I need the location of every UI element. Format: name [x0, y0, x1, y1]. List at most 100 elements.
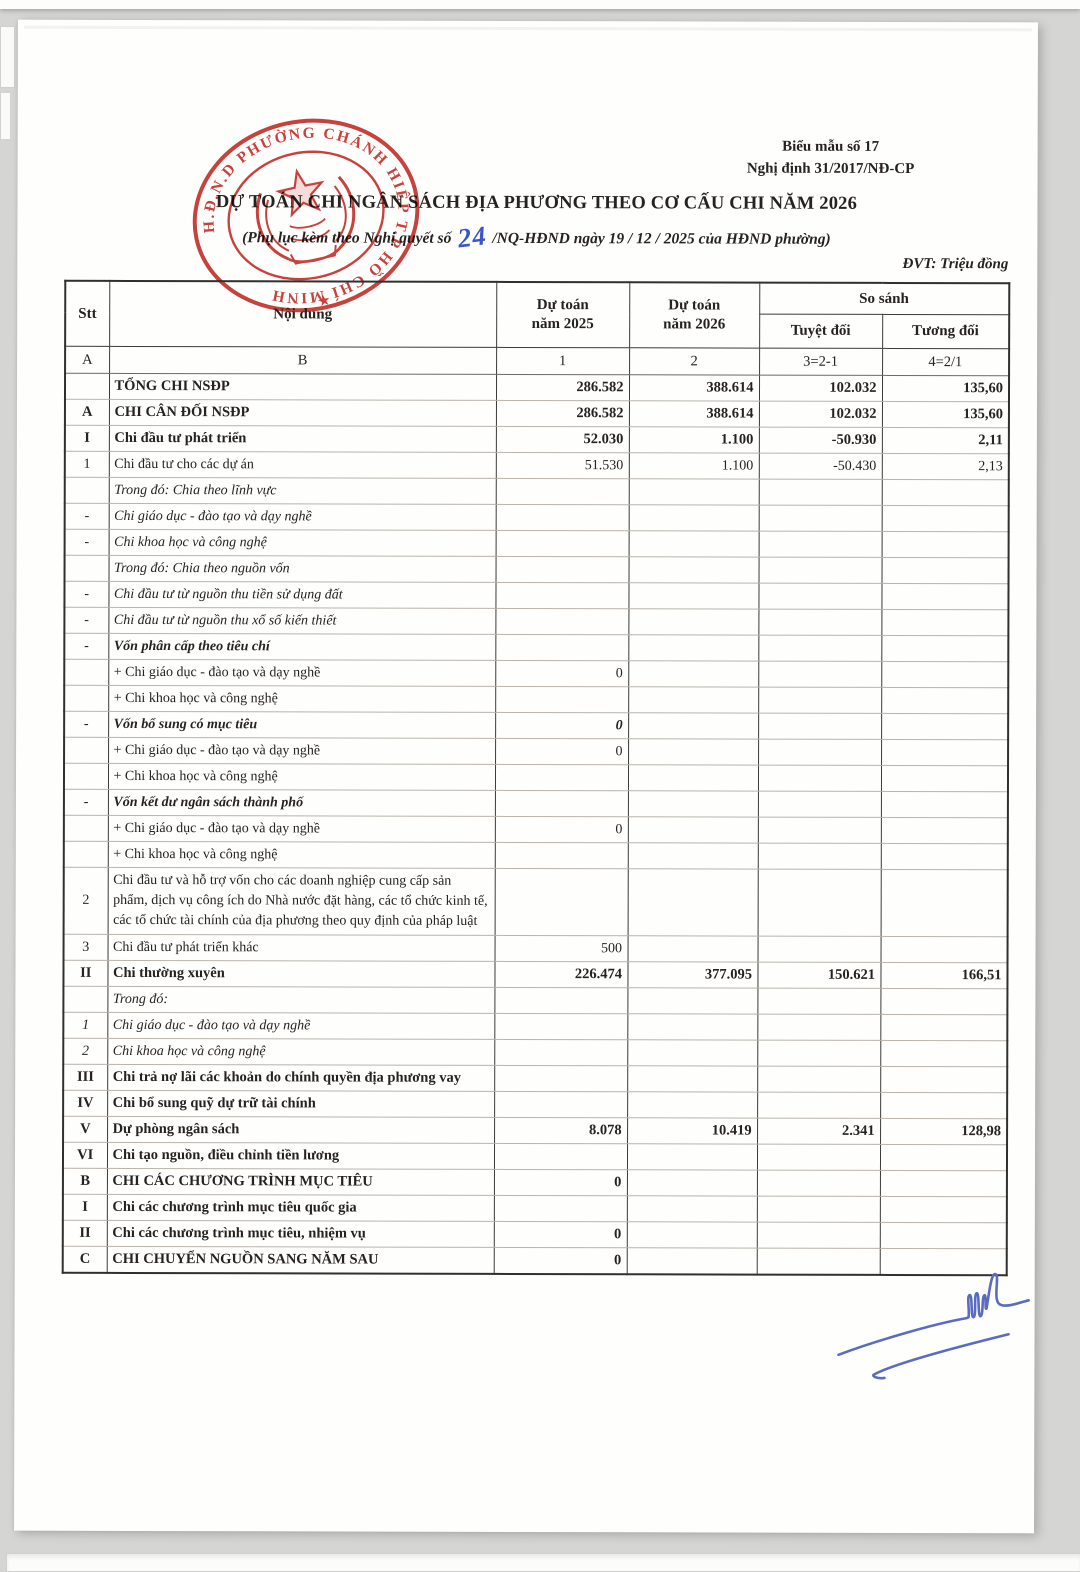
cell-stt	[63, 763, 109, 790]
table-body: TỔNG CHI NSĐP 286.582 388.614 102.032 135,60…	[62, 373, 1010, 1276]
cell-tuyet-doi	[756, 1196, 880, 1223]
cell-stt: A	[64, 399, 109, 426]
table-row: I Chi đầu tư phát triển 52.030 1.100 -50.930…	[64, 425, 1009, 454]
cell-tuyet-doi	[757, 869, 881, 937]
cell-2026	[628, 530, 759, 558]
stamp-star-icon: ★	[316, 292, 332, 310]
cell-label: Chi khoa học và công nghệ	[108, 529, 496, 557]
table-row: - Vốn phân cấp theo tiêu chí	[64, 633, 1009, 662]
cell-stt	[63, 986, 108, 1013]
table-row: I Chi các chương trình mục tiêu quốc gia	[62, 1194, 1007, 1223]
cell-stt: IV	[63, 1090, 108, 1117]
cell-tuong-doi	[880, 869, 1008, 937]
cell-tuong-doi	[881, 739, 1009, 766]
cell-tuong-doi	[881, 609, 1009, 636]
cell-stt	[63, 841, 108, 868]
cell-2026	[628, 712, 759, 740]
cell-2026	[628, 634, 759, 662]
table-row: 3 Chi đầu tư phát triển khác 500	[63, 934, 1008, 963]
cell-tuyet-doi	[758, 661, 882, 688]
cell-stt	[63, 815, 108, 842]
cell-tuong-doi: 166,51	[880, 962, 1008, 989]
table-row: Trong đó: Chia theo nguồn vốn	[64, 555, 1009, 584]
cell-tuyet-doi	[757, 1092, 881, 1119]
cell-tuyet-doi	[757, 936, 881, 963]
cell-stt: 3	[63, 934, 108, 961]
cell-stt: -	[64, 503, 109, 530]
cell-2025	[494, 790, 628, 817]
cell-2026	[627, 1065, 758, 1093]
cell-stt: -	[64, 529, 109, 556]
cell-stt: -	[64, 581, 109, 608]
cell-stt: 1	[64, 451, 109, 478]
cell-stt	[64, 373, 110, 400]
header-stt: Stt	[65, 280, 110, 347]
cell-2025	[494, 1065, 628, 1092]
cell-tuyet-doi	[758, 687, 882, 714]
table-row: - Vốn bổ sung có mục tiêu 0	[64, 711, 1009, 740]
cell-tuyet-doi: -50.930	[758, 427, 882, 454]
cell-2025: 0	[494, 816, 628, 843]
cell-label: Chi giáo dục - đào tạo và dạy nghề	[108, 503, 496, 531]
cell-tuong-doi	[880, 791, 1008, 818]
cell-tuyet-doi	[758, 583, 882, 610]
cell-tuong-doi	[881, 583, 1009, 610]
cell-tuong-doi	[880, 936, 1008, 963]
cell-tuyet-doi	[758, 479, 882, 506]
cell-tuyet-doi	[757, 1066, 881, 1093]
cell-stt: II	[63, 960, 108, 987]
code-stt: A	[65, 346, 110, 374]
cell-tuyet-doi: 102.032	[758, 375, 883, 402]
cell-2025	[495, 556, 629, 583]
code-2025: 1	[496, 347, 630, 375]
cell-label: Chi bổ sung quỹ dự trữ tài chính	[107, 1090, 495, 1118]
cell-2025: 286.582	[495, 400, 629, 427]
cell-2026	[628, 478, 759, 506]
cell-label: TỔNG CHI NSĐP	[108, 373, 497, 401]
table-row: + Chi khoa học và công nghệ	[63, 841, 1008, 870]
table-row: VI Chi tạo nguồn, điều chỉnh tiền lương	[62, 1142, 1008, 1171]
cell-2025	[493, 1143, 628, 1170]
cell-label: + Chi giáo dục - đào tạo và dạy nghề	[107, 815, 495, 843]
table-row: Trong đó: Chia theo lĩnh vực	[64, 477, 1009, 506]
cell-tuyet-doi	[757, 843, 881, 870]
table-row: + Chi giáo dục - đào tạo và dạy nghề 0	[64, 737, 1009, 766]
cell-tuyet-doi: 102.032	[758, 401, 882, 428]
cell-tuong-doi	[880, 817, 1008, 844]
cell-stt: VI	[62, 1142, 108, 1169]
scan-page-edge	[23, 25, 1032, 32]
cell-tuyet-doi	[756, 1144, 881, 1171]
cell-2026: 1.100	[628, 452, 759, 480]
cell-2025	[494, 868, 628, 936]
cell-label: Vốn phân cấp theo tiêu chí	[108, 633, 496, 661]
cell-tuong-doi	[879, 1196, 1007, 1223]
code-noi-dung: B	[109, 346, 497, 375]
cell-2025	[494, 987, 628, 1014]
cell-tuong-doi	[879, 1222, 1007, 1249]
handwritten-resolution-number: 24	[455, 220, 489, 254]
cell-2026	[627, 816, 758, 844]
cell-tuong-doi	[881, 687, 1009, 714]
table-row: 1 Chi giáo dục - đào tạo và dạy nghề	[63, 1012, 1008, 1041]
cell-stt: -	[64, 633, 109, 660]
cell-stt	[64, 659, 109, 686]
cell-label: Chi khoa học và công nghệ	[107, 1038, 495, 1066]
cell-tuyet-doi	[758, 505, 882, 532]
cell-tuyet-doi	[757, 791, 881, 818]
table-row: + Chi khoa học và công nghệ	[64, 685, 1009, 714]
scan-previous-page-edge	[0, 0, 1080, 9]
cell-2026	[627, 868, 758, 937]
cell-label: + Chi khoa học và công nghệ	[107, 763, 496, 791]
cell-tuyet-doi	[757, 1040, 881, 1067]
cell-label: Chi đầu tư cho các dự án	[108, 451, 496, 479]
cell-stt: -	[63, 789, 108, 816]
cell-tuong-doi	[881, 713, 1009, 740]
cell-tuong-doi: 128,98	[880, 1118, 1008, 1145]
cell-2026	[627, 790, 758, 818]
cell-2025	[493, 1195, 627, 1222]
cell-label: Chi trả nợ lãi các khoản do chính quyền …	[107, 1064, 495, 1092]
cell-tuong-doi	[881, 479, 1009, 506]
cell-stt: 2	[63, 1038, 108, 1065]
cell-tuyet-doi	[758, 713, 882, 740]
cell-tuong-doi	[880, 1040, 1008, 1067]
